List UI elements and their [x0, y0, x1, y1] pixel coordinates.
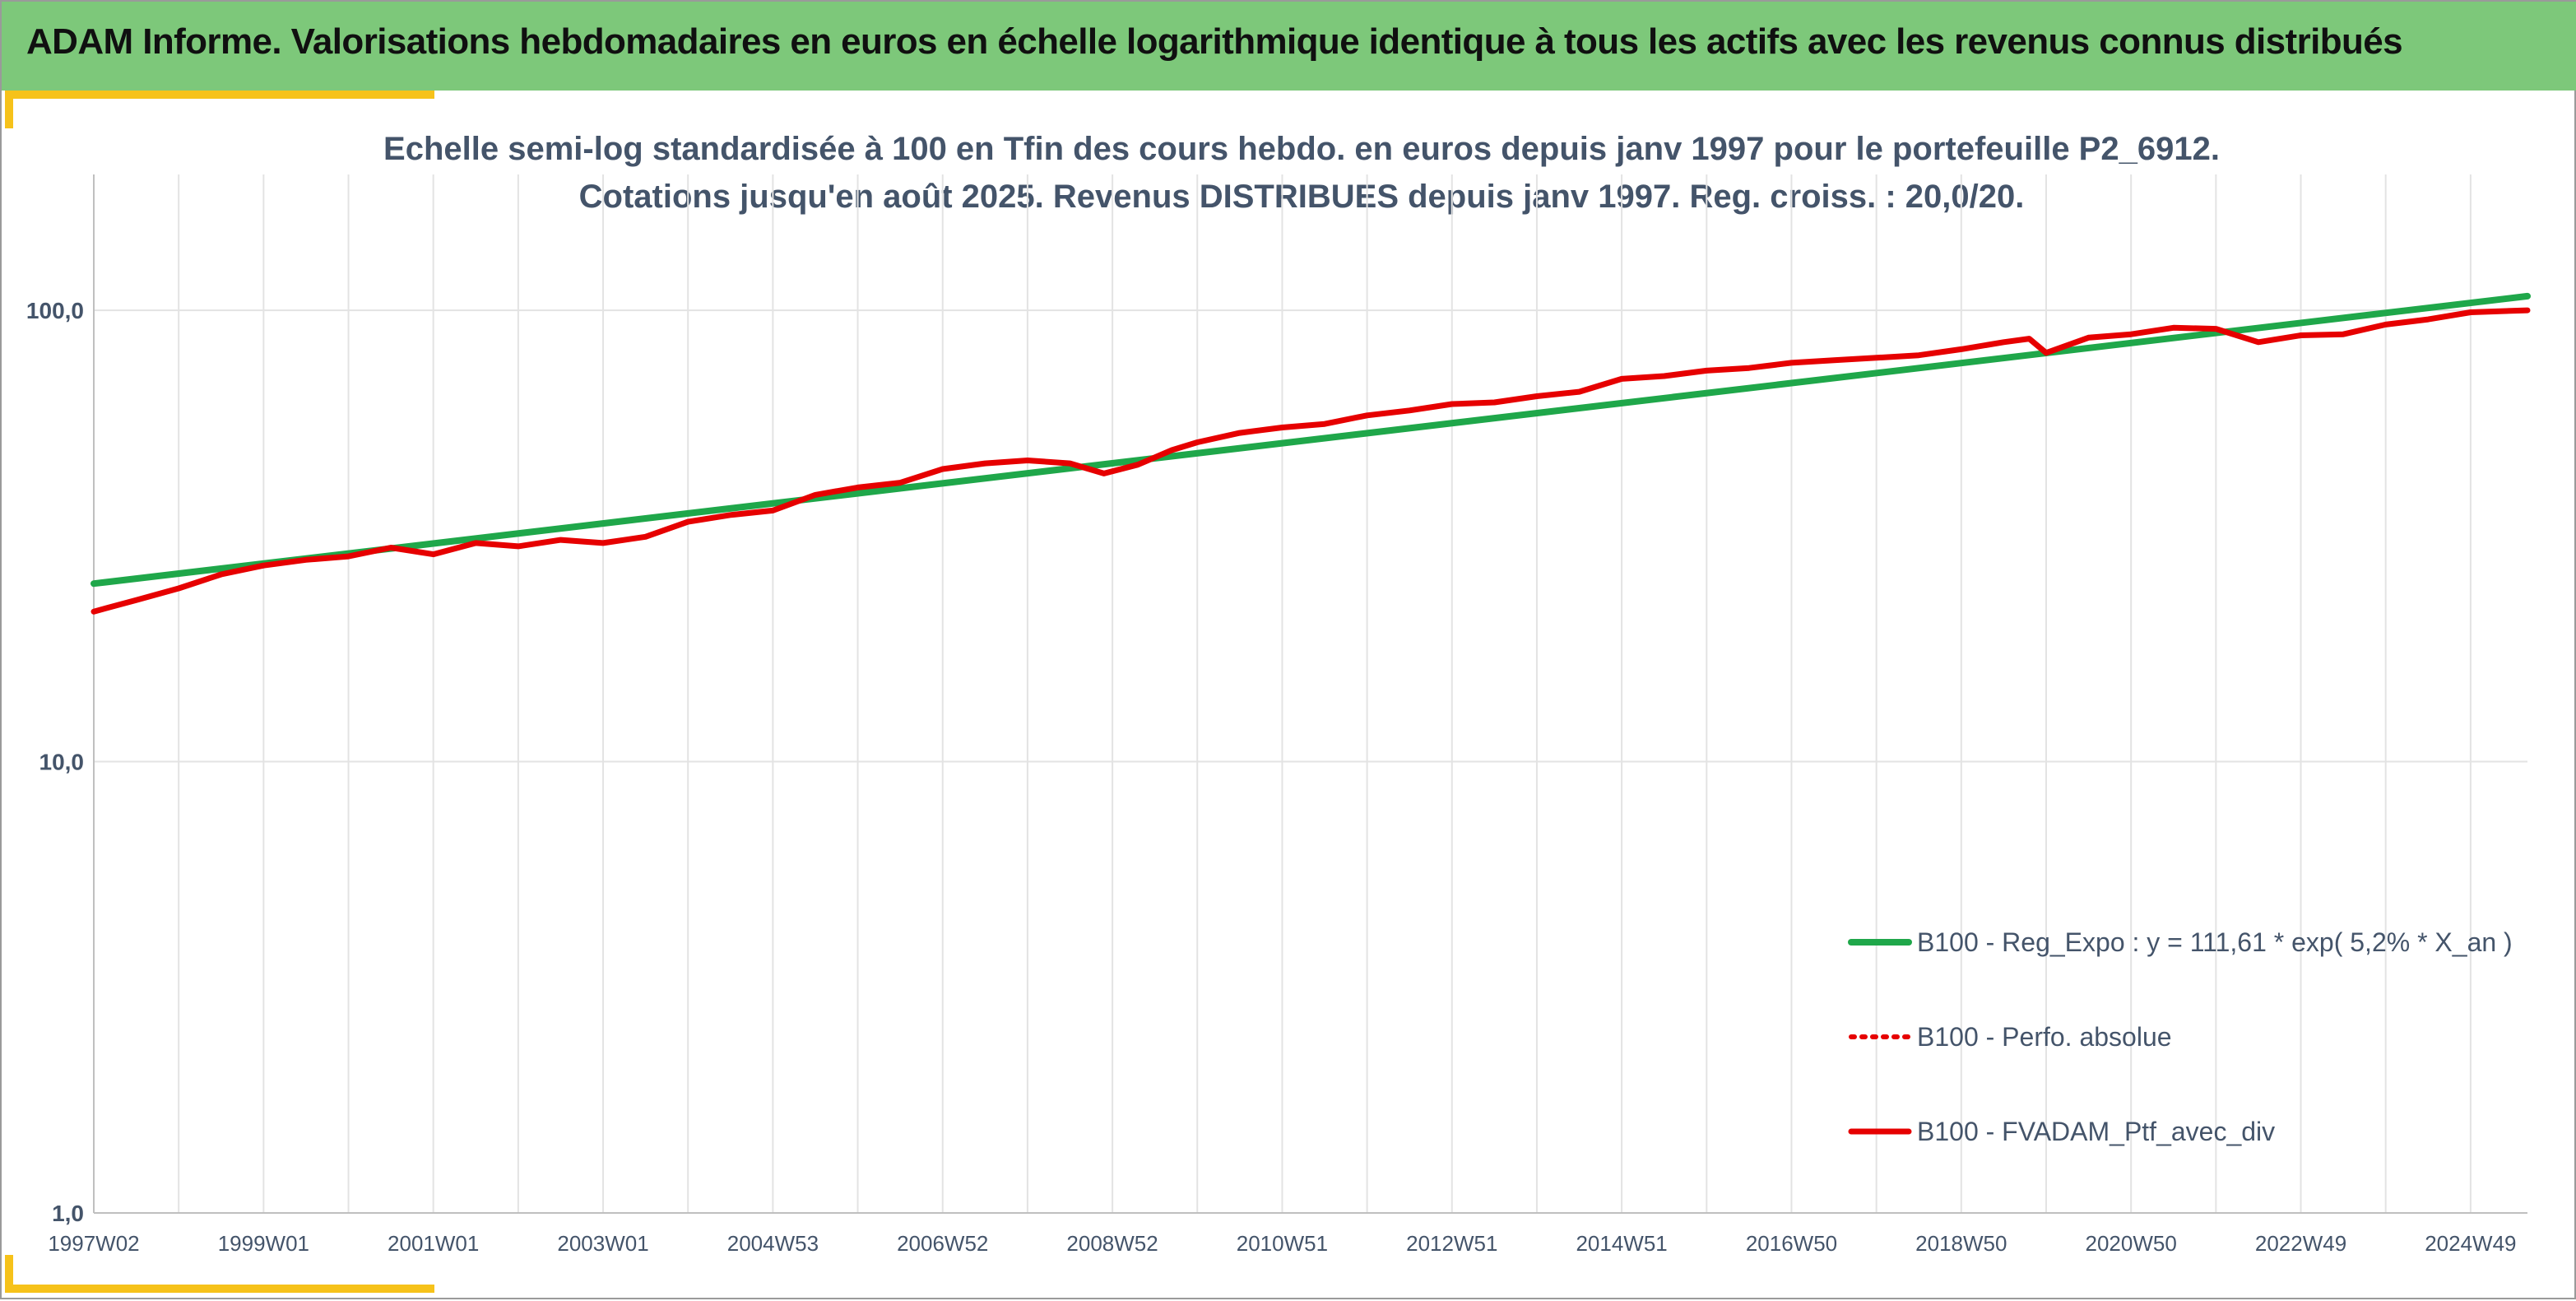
- legend-label-0: B100 - Reg_Expo : y = 111,61 * exp( 5,2%…: [1917, 927, 2513, 957]
- axes: 1,0 10,0 100,0 1997W02 1999W01 2001W01 2003W01…: [26, 174, 2527, 1256]
- header-banner: ADAM Informe. Valorisations hebdomadaire…: [2, 2, 2576, 91]
- legend-label-1: B100 - Perfo. absolue: [1917, 1022, 2172, 1052]
- x-tick-label: 2004W53: [727, 1231, 819, 1256]
- x-tick-label: 2018W50: [1915, 1231, 2007, 1256]
- corner-accent-top-left-vertical: [5, 91, 13, 128]
- x-tick-label: 2016W50: [1746, 1231, 1837, 1256]
- legend-label-2: B100 - FVADAM_Ptf_avec_div: [1917, 1117, 2275, 1146]
- x-tick-label: 2006W52: [897, 1231, 988, 1256]
- series-line-0: [91, 292, 2531, 588]
- corner-accent-bottom-left-vertical: [5, 1255, 13, 1293]
- page-title: ADAM Informe. Valorisations hebdomadaire…: [26, 21, 2403, 62]
- chart-subtitle-line-1: Echelle semi-log standardisée à 100 en T…: [383, 131, 2220, 167]
- x-tick-label: 2010W51: [1237, 1231, 1328, 1256]
- corner-accent-top-left-horizontal: [5, 91, 434, 99]
- x-tick-label: 2014W51: [1576, 1231, 1667, 1256]
- chart-subtitle-line-2: Cotations jusqu'en août 2025. Revenus DI…: [579, 179, 2025, 215]
- x-tick-label: 1997W02: [48, 1231, 139, 1256]
- x-tick-label: 2001W01: [388, 1231, 479, 1256]
- y-tick-label: 1,0: [52, 1201, 84, 1226]
- y-tick-label: 100,0: [26, 298, 84, 323]
- x-tick-label: 2008W52: [1066, 1231, 1158, 1256]
- series-line-2: [91, 307, 2531, 615]
- y-tick-label: 10,0: [39, 750, 85, 775]
- x-tick-label: 2022W49: [2255, 1231, 2346, 1256]
- x-tick-label: 2020W50: [2086, 1231, 2177, 1256]
- x-tick-label: 2012W51: [1406, 1231, 1497, 1256]
- x-tick-label: 2024W49: [2425, 1231, 2516, 1256]
- x-tick-label: 2003W01: [557, 1231, 648, 1256]
- corner-accent-bottom-left-horizontal: [5, 1285, 434, 1293]
- legend: B100 - Reg_Expo : y = 111,61 * exp( 5,2%…: [1848, 927, 2513, 1146]
- series: [91, 292, 2531, 615]
- grid: [93, 174, 2527, 1214]
- x-tick-label: 1999W01: [218, 1231, 309, 1256]
